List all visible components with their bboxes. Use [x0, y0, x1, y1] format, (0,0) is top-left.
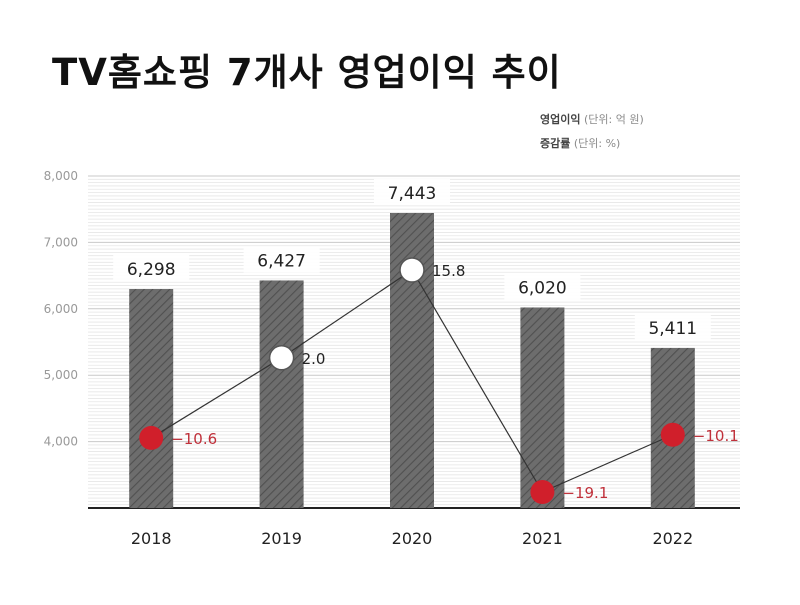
legend-key-operating-profit: 영업이익: [540, 113, 581, 126]
bar-value-label: 7,443: [388, 184, 437, 204]
growth-rate-point: [139, 425, 164, 450]
legend-key-growth-rate: 증감률: [540, 137, 571, 150]
bar: [390, 212, 434, 508]
legend-item-growth-rate: 증감률 (단위: %): [540, 132, 644, 156]
growth-rate-label: 15.8: [432, 262, 465, 280]
legend: 영업이익 (단위: 억 원) 증감률 (단위: %): [540, 108, 644, 156]
bar-value-label: 6,298: [127, 260, 176, 280]
x-tick-label: 2018: [131, 529, 172, 548]
bar-value-label: 6,427: [257, 251, 306, 271]
x-tick-label: 2020: [392, 529, 433, 548]
y-tick-label: 8,000: [44, 169, 78, 183]
growth-rate-point: [660, 422, 685, 447]
x-tick-label: 2019: [261, 529, 302, 548]
bar: [520, 307, 565, 508]
growth-rate-label: 2.0: [302, 350, 326, 368]
bar: [129, 289, 174, 508]
chart-title: TV홈쇼핑 7개사 영업이익 추이: [52, 51, 562, 94]
growth-rate-point: [268, 345, 295, 371]
y-tick-label: 4,000: [44, 435, 78, 449]
bar-value-label: 6,020: [518, 278, 567, 298]
growth-rate-label: −10.6: [171, 430, 217, 448]
bar-value-label-bg: [243, 246, 320, 273]
x-tick-label: 2022: [652, 529, 693, 548]
x-tick-label: 2021: [522, 529, 563, 548]
legend-item-operating-profit: 영업이익 (단위: 억 원): [540, 108, 644, 132]
bar-value-label-bg: [113, 255, 190, 282]
legend-unit-growth-rate: (단위: %): [573, 137, 621, 150]
bar-value-label: 5,411: [648, 319, 697, 339]
growth-rate-point: [399, 257, 425, 283]
y-tick-label: 6,000: [44, 302, 78, 316]
y-tick-label: 7,000: [44, 235, 78, 249]
y-tick-label: 5,000: [44, 368, 78, 382]
growth-rate-label: −10.1: [693, 427, 739, 445]
bar-value-label-bg: [374, 178, 450, 205]
bar: [259, 280, 304, 508]
growth-rate-point: [530, 480, 555, 504]
legend-unit-operating-profit: (단위: 억 원): [583, 113, 644, 126]
bar-value-label-bg: [634, 313, 711, 340]
bar-value-label-bg: [504, 273, 581, 300]
growth-rate-label: −19.1: [562, 484, 608, 502]
